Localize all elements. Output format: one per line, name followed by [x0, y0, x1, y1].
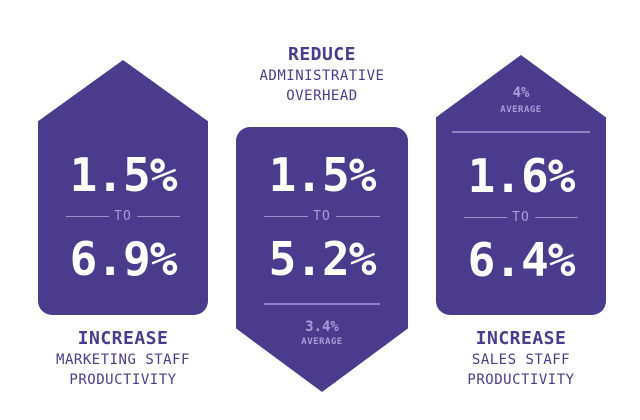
sales-range-high: 6.4% [467, 233, 576, 287]
marketing-to-connector: TO [66, 208, 180, 224]
sales-average-label: AVERAGE [500, 105, 542, 115]
to-text: TO [114, 208, 132, 224]
marketing-productivity-panel: 1.5% TO 6.9% [38, 60, 208, 315]
overhead-caption-line2: OVERHEAD [286, 88, 358, 104]
to-line-left [464, 216, 508, 218]
sales-average-divider [452, 131, 590, 133]
overhead-average-divider [264, 303, 380, 305]
marketing-caption: INCREASE MARKETING STAFF PRODUCTIVITY [13, 328, 233, 390]
sales-productivity-panel: 4% AVERAGE 1.6% TO 6.4% [436, 55, 606, 315]
sales-caption: INCREASE SALES STAFF PRODUCTIVITY [411, 328, 631, 390]
overhead-caption-title: REDUCE [287, 44, 357, 65]
to-line-right [136, 215, 180, 217]
to-line-right [534, 216, 578, 218]
overhead-average-label: AVERAGE [301, 337, 343, 347]
overhead-average-value: 3.4% [305, 319, 339, 335]
to-line-right [335, 215, 380, 217]
sales-caption-line2: PRODUCTIVITY [467, 372, 575, 388]
sales-to-connector: TO [464, 209, 578, 225]
marketing-caption-line2: PRODUCTIVITY [69, 372, 177, 388]
to-text: TO [313, 208, 331, 224]
overhead-caption-line1: ADMINISTRATIVE [259, 68, 385, 84]
marketing-range-low: 1.5% [69, 148, 178, 202]
sales-range-low: 1.6% [467, 149, 576, 203]
to-line-left [66, 215, 110, 217]
sales-caption-title: INCREASE [475, 328, 567, 349]
to-line-left [264, 215, 309, 217]
overhead-to-connector: TO [264, 208, 380, 224]
marketing-caption-line1: MARKETING STAFF [56, 352, 190, 368]
overhead-reduction-panel: 1.5% TO 5.2% 3.4% AVERAGE [236, 127, 408, 392]
overhead-range-low: 1.5% [268, 148, 377, 202]
marketing-range-high: 6.9% [69, 232, 178, 286]
sales-average-value: 4% [512, 85, 530, 101]
marketing-caption-title: INCREASE [77, 328, 169, 349]
sales-caption-line1: SALES STAFF [471, 352, 571, 368]
to-text: TO [512, 209, 530, 225]
overhead-caption: REDUCE ADMINISTRATIVE OVERHEAD [212, 44, 432, 106]
overhead-range-high: 5.2% [268, 232, 377, 286]
